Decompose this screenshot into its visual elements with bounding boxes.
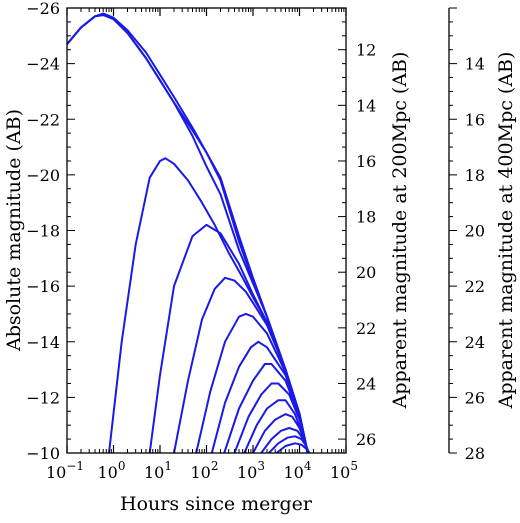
x-tick-label: 105 [330,459,358,482]
labels-layer: 10−1 100 101 102 103 104 105 −26 −24 −22 −20 −18 −16… [26,0,485,482]
x-tick-label: 104 [284,459,312,482]
y-left-tick-label: −14 [26,333,60,352]
y-right2-tick-label: 20 [465,222,485,241]
ticks-layer [66,7,457,454]
y-right2-tick-label: 26 [465,388,485,407]
y-left-tick-label: −26 [26,0,60,18]
plot-frame [66,7,347,454]
y-left-tick-label: −16 [26,277,60,296]
series-line-14 [268,435,310,453]
y-left-tick-label: −12 [26,388,60,407]
y-right2-tick-label: 16 [465,110,485,129]
y-right1-tick-label: 12 [356,41,376,60]
y-axis-left-title: Absolute magnitude (AB) [3,109,25,352]
y-right2-tick-label: 28 [465,444,485,463]
y-right1-tick-label: 26 [356,430,376,449]
y-right1-tick-label: 24 [356,374,376,393]
series-line-15 [275,442,311,453]
series-layer [67,12,311,453]
series-line-13 [260,427,310,453]
y-right1-tick-label: 18 [356,208,376,227]
y-left-tick-label: −18 [26,222,60,241]
x-tick-label: 100 [98,459,126,482]
x-tick-label: 10−1 [46,459,84,482]
y-axis-right1-title: Apparent magnitude at 200Mpc (AB) [389,52,411,410]
x-tick-label: 103 [237,459,265,482]
y-right1-tick-label: 14 [356,96,376,115]
y-right1-tick-label: 20 [356,263,376,282]
x-tick-label: 101 [144,459,172,482]
y-left-tick-label: −22 [26,110,60,129]
y-right2-tick-label: 18 [465,166,485,185]
x-tick-label: 102 [191,459,219,482]
y-right2-tick-label: 14 [465,55,485,74]
y-right2-tick-label: 24 [465,333,485,352]
x-axis-title: Hours since merger [120,493,313,515]
y-left-tick-label: −10 [26,444,60,463]
y-left-tick-label: −24 [26,55,60,74]
y-right1-tick-label: 22 [356,319,376,338]
y-right1-tick-label: 16 [356,152,376,171]
series-line-8 [210,340,309,453]
y-right2-tick-label: 22 [465,277,485,296]
y-left-tick-label: −20 [26,166,60,185]
y-axis-right2-title: Apparent magnitude at 400Mpc (AB) [495,52,517,410]
series-line-5 [148,223,309,453]
series-line-3 [67,12,309,453]
series-line-9 [223,363,309,453]
series-line-10 [233,382,309,453]
